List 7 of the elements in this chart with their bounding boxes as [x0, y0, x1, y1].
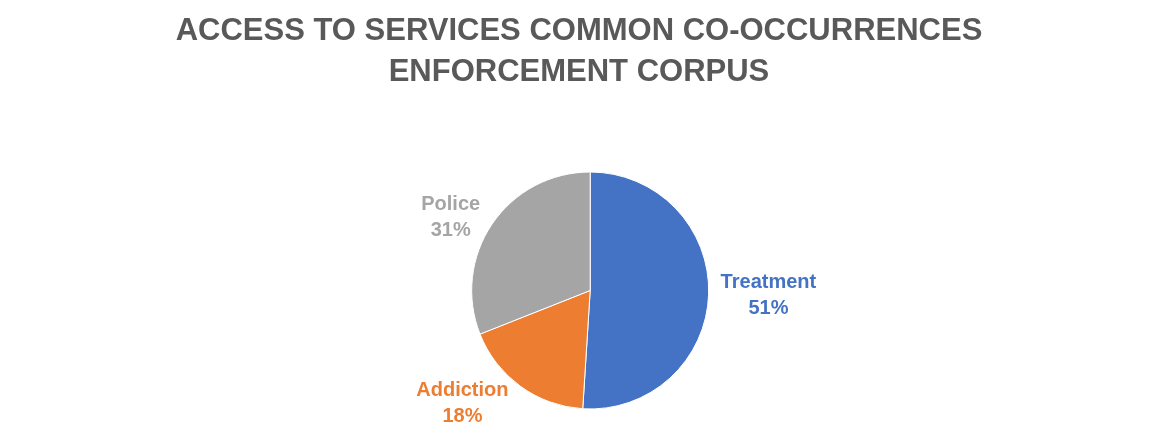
slice-label: Treatment — [720, 270, 817, 293]
slice-label: Addiction — [416, 378, 509, 401]
chart-title: ACCESS TO SERVICES COMMON CO-OCCURRENCES ENFORCEMENT CORPUS — [175, 12, 983, 88]
data-label: 31% — [430, 218, 471, 241]
slice-label: Police — [421, 192, 481, 215]
data-label: 18% — [442, 404, 483, 427]
data-label: 51% — [748, 296, 789, 319]
